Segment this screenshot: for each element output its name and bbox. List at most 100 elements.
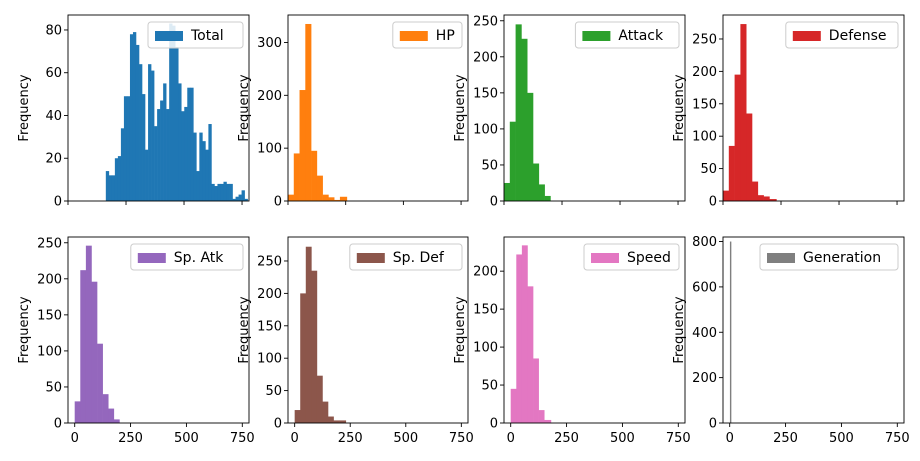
histogram-bar xyxy=(294,410,301,423)
histogram-bar xyxy=(244,198,248,201)
axes-frame xyxy=(287,14,469,202)
histogram-bar xyxy=(157,109,161,201)
histogram-bar xyxy=(229,183,233,201)
legend-label: Generation xyxy=(803,250,881,266)
y-tick-label: 80 xyxy=(45,23,62,38)
legend-swatch xyxy=(767,253,795,263)
histogram-bar xyxy=(516,254,523,423)
y-tick-label: 0 xyxy=(490,417,498,432)
y-axis-label: Frequency xyxy=(237,296,252,363)
y-tick-label: 50 xyxy=(45,380,62,395)
x-tick-label: 500 xyxy=(610,431,635,446)
legend-label: Sp. Def xyxy=(393,250,445,266)
histogram-bar xyxy=(187,87,191,201)
y-tick-label: 100 xyxy=(473,341,498,356)
histogram-bar xyxy=(544,195,551,201)
axes-frame xyxy=(503,14,686,202)
x-tick-label: 250 xyxy=(338,431,363,446)
y-axis-label: Frequency xyxy=(672,296,687,363)
histogram-bar xyxy=(740,24,747,201)
y-tick-label: 200 xyxy=(37,272,62,287)
x-tick-label: 750 xyxy=(230,431,255,446)
legend-box xyxy=(583,243,680,271)
histogram-bar xyxy=(181,111,185,201)
histogram-bar xyxy=(299,90,306,201)
histogram-bar xyxy=(527,286,534,423)
histogram-bar xyxy=(538,410,545,423)
legend-box xyxy=(759,243,899,271)
legend-box xyxy=(349,243,463,271)
y-tick-label: 50 xyxy=(265,384,282,399)
histogram-bar xyxy=(178,83,182,201)
histogram-bar xyxy=(154,126,158,201)
y-tick-label: 0 xyxy=(274,195,282,210)
histogram-bar xyxy=(322,401,329,423)
y-tick-label: 200 xyxy=(257,89,282,104)
histogram-bar xyxy=(533,358,539,423)
y-tick-label: 100 xyxy=(37,344,62,359)
histogram-bar xyxy=(288,194,295,201)
histogram-bar xyxy=(211,183,215,201)
histogram-bar xyxy=(108,175,113,201)
histogram-bar xyxy=(510,388,517,423)
axes-frame xyxy=(722,236,905,424)
histogram-bar xyxy=(333,420,340,423)
y-tick-label: 20 xyxy=(45,152,62,167)
x-tick-label: 750 xyxy=(666,431,691,446)
histogram-bar xyxy=(226,183,230,201)
histogram-bar xyxy=(223,181,227,201)
histogram-bar xyxy=(504,182,511,201)
legend-swatch xyxy=(582,31,611,41)
y-tick-label: 200 xyxy=(473,265,498,280)
histogram-bar xyxy=(114,158,119,201)
legend-swatch xyxy=(155,31,183,41)
y-axis-label: Frequency xyxy=(672,74,687,141)
histogram-bar xyxy=(184,106,188,201)
subplot-hp: 0 100 200 300 Frequency HP xyxy=(237,14,469,210)
histogram-bar xyxy=(757,195,764,201)
histogram-bar xyxy=(132,32,137,201)
histogram-bar xyxy=(139,64,143,201)
y-tick-label: 50 xyxy=(481,379,498,394)
legend-box xyxy=(574,21,680,49)
y-axis-label: Frequency xyxy=(453,296,468,363)
histogram-bar xyxy=(305,23,312,202)
y-axis-label: Frequency xyxy=(453,74,468,141)
x-tick-label: 250 xyxy=(554,431,579,446)
legend-label: Defense xyxy=(829,28,887,44)
histogram-bar xyxy=(316,175,323,201)
y-tick-label: 800 xyxy=(692,235,717,250)
histogram-bar xyxy=(328,197,335,201)
axes-frame xyxy=(67,236,250,424)
y-tick-label: 100 xyxy=(257,142,282,157)
y-tick-label: 150 xyxy=(473,303,498,318)
histogram-bar xyxy=(163,83,167,201)
x-tick-label: 250 xyxy=(118,431,143,446)
histogram-bar xyxy=(120,128,125,201)
legend-swatch xyxy=(356,253,385,263)
histogram-bar xyxy=(527,92,534,201)
histogram-bar xyxy=(311,150,318,201)
axes-frame xyxy=(503,236,686,424)
histogram-bar xyxy=(190,87,194,201)
histogram-bar xyxy=(85,245,92,423)
y-tick-label: 150 xyxy=(37,308,62,323)
y-tick-label: 250 xyxy=(37,236,62,251)
y-tick-label: 0 xyxy=(274,417,282,432)
x-tick-label: 0 xyxy=(291,431,299,446)
histogram-bar xyxy=(509,121,516,201)
y-tick-label: 150 xyxy=(692,97,717,112)
histogram-bar xyxy=(339,196,348,201)
y-tick-label: 60 xyxy=(45,66,62,81)
y-tick-label: 250 xyxy=(257,254,282,269)
y-tick-label: 0 xyxy=(54,417,62,432)
legend-box xyxy=(785,21,899,49)
histogram-bar xyxy=(142,94,146,201)
histogram-bar xyxy=(734,74,741,201)
y-tick-label: 50 xyxy=(481,158,498,173)
histogram-bar xyxy=(769,199,777,201)
y-tick-label: 0 xyxy=(709,195,717,210)
subplot-sp-atk: 0 50 100 150 200 250 0 250 500 750 Frequency Sp. At… xyxy=(17,236,255,446)
x-tick-label: 250 xyxy=(773,431,798,446)
histogram-bar xyxy=(538,184,545,201)
